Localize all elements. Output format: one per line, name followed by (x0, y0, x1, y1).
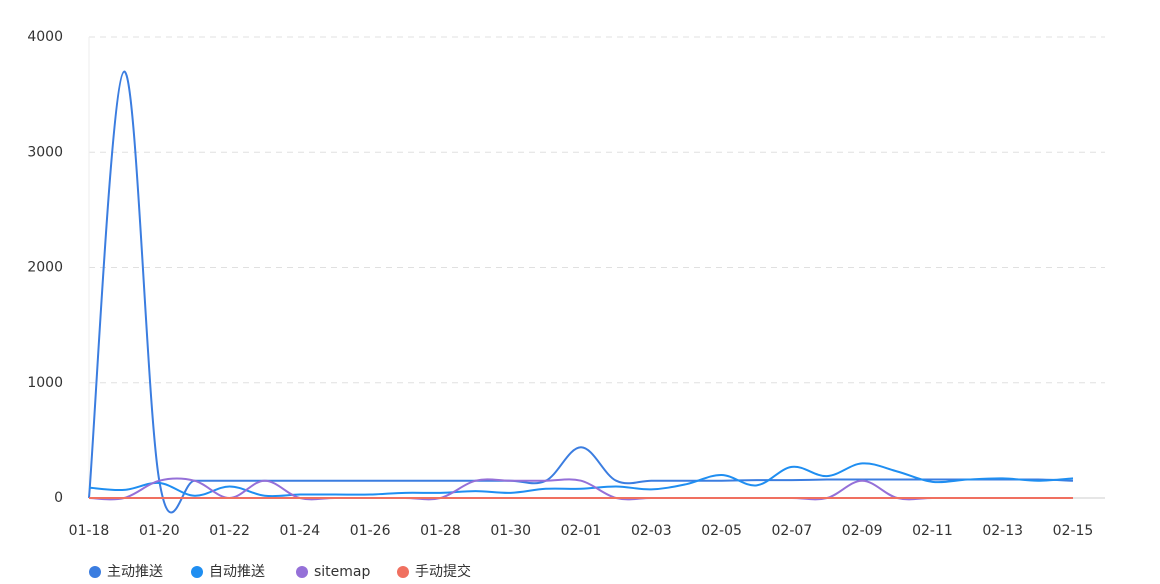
x-tick-label: 01-24 (280, 523, 321, 539)
series-line (88, 70, 1074, 514)
legend-marker[interactable] (89, 566, 101, 578)
y-tick-label: 1000 (27, 375, 63, 391)
series-line (88, 477, 1073, 501)
x-tick-label: 01-20 (139, 523, 180, 539)
x-tick-label: 02-13 (982, 523, 1023, 539)
x-tick-label: 01-18 (69, 523, 110, 539)
x-tick-label: 02-03 (631, 523, 672, 539)
x-tick-label: 02-11 (912, 523, 953, 539)
x-tick-label: 02-07 (772, 523, 813, 539)
legend-label[interactable]: 主动推送 (107, 564, 163, 580)
legend-label[interactable]: 手动提交 (415, 563, 471, 580)
y-tick-label: 2000 (27, 260, 63, 276)
legend-marker[interactable] (296, 566, 308, 578)
legend-label[interactable]: sitemap (314, 564, 371, 580)
x-tick-label: 01-30 (490, 523, 531, 539)
legend-marker[interactable] (397, 566, 409, 578)
legend-label[interactable]: 自动推送 (209, 564, 265, 580)
series-line (88, 462, 1074, 498)
y-tick-label: 4000 (27, 29, 63, 45)
x-tick-label: 02-01 (561, 523, 602, 539)
legend-marker[interactable] (191, 566, 203, 578)
x-tick-label: 02-09 (842, 523, 883, 539)
y-tick-label: 3000 (27, 144, 63, 160)
x-tick-label: 01-28 (420, 523, 461, 539)
x-tick-label: 02-05 (701, 523, 742, 539)
x-tick-label: 02-15 (1053, 523, 1094, 539)
x-tick-label: 01-26 (350, 523, 391, 539)
x-tick-label: 01-22 (209, 523, 250, 539)
y-tick-label: 0 (54, 490, 63, 506)
